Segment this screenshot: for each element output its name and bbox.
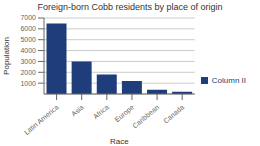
svg-text:Africa: Africa <box>92 103 110 120</box>
svg-text:Latin America: Latin America <box>23 103 60 136</box>
html-text:Foreign-born Cobb residents by: Foreign-born Cobb residents by place of … <box>37 2 223 12</box>
svg-text:2000: 2000 <box>20 69 36 76</box>
svg-text:3000: 3000 <box>20 58 36 65</box>
svg-text:1000: 1000 <box>20 80 36 87</box>
html-text:Column II: Column II <box>211 75 246 85</box>
svg-text:7000: 7000 <box>20 14 36 21</box>
svg-text:Asia: Asia <box>70 103 85 117</box>
svg-text:Population: Population <box>8 37 11 75</box>
svg-text:6000: 6000 <box>20 25 36 32</box>
svg-text:5000: 5000 <box>20 36 36 43</box>
svg-text:Caribbean: Caribbean <box>131 103 160 129</box>
svg-text:Europe: Europe <box>113 103 136 124</box>
svg-text:4000: 4000 <box>20 47 36 54</box>
svg-text:Canada: Canada <box>162 103 185 124</box>
svg-text:Race: Race <box>110 137 129 146</box>
